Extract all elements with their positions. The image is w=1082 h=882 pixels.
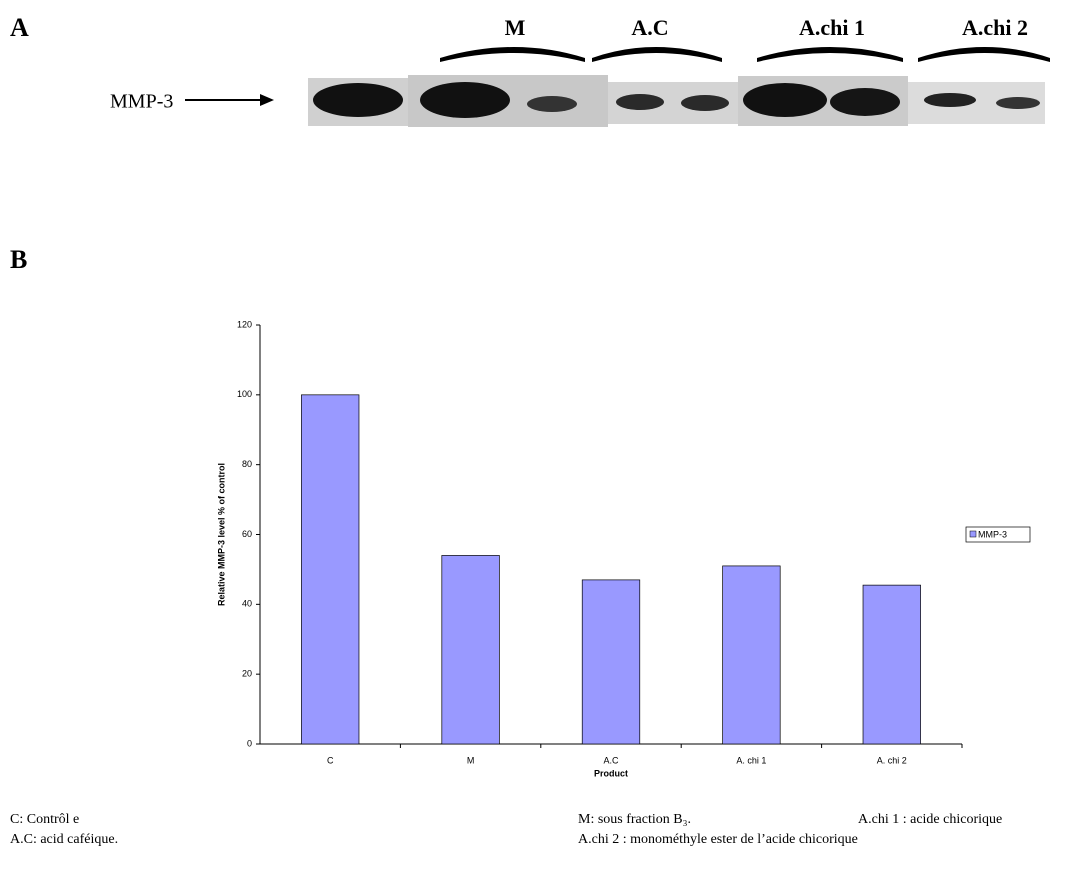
footnote: C: Contrôl e [10, 812, 79, 827]
legend-label: MMP-3 [978, 529, 1007, 539]
bar [862, 584, 921, 745]
legend-box [965, 526, 1031, 543]
panel-label: A [10, 13, 29, 42]
blot [308, 75, 1045, 127]
footnote: M: sous fraction B₃. [578, 812, 691, 827]
marker-label: MMP-3 [110, 91, 173, 113]
y-tick-label: 80 [242, 459, 252, 469]
y-axis-label: Relative MMP-3 level % of control [216, 463, 226, 606]
footnote: A.C: acid caféique. [10, 832, 118, 847]
y-tick-label: 0 [247, 738, 252, 748]
x-tick-label: M [467, 755, 475, 765]
lane-label: A.C [631, 15, 668, 40]
brackets [440, 47, 1050, 62]
bar [581, 579, 641, 745]
x-axis-label: Product [594, 768, 628, 778]
panel-label: B [10, 245, 27, 274]
x-tick-label: A.C [603, 755, 619, 765]
bar [722, 565, 781, 745]
y-tick-label: 100 [237, 389, 252, 399]
legend-swatch [969, 530, 977, 538]
y-tick-label: 20 [242, 669, 252, 679]
lane-label: A.chi 2 [962, 15, 1028, 40]
arrow-head [260, 94, 274, 106]
bar [301, 394, 360, 745]
footnote: A.chi 1 : acide chicorique [858, 812, 1002, 827]
lane-label: A.chi 1 [799, 15, 865, 40]
x-tick-label: C [327, 755, 334, 765]
footnote: A.chi 2 : monométhyle ester de l’acide c… [578, 832, 858, 847]
x-tick-label: A. chi 2 [877, 755, 907, 765]
lane-label: M [505, 15, 526, 40]
y-tick-label: 120 [237, 319, 252, 329]
x-tick-label: A. chi 1 [736, 755, 766, 765]
y-tick-label: 60 [242, 529, 252, 539]
bar [441, 555, 500, 745]
y-tick-label: 40 [242, 599, 252, 609]
